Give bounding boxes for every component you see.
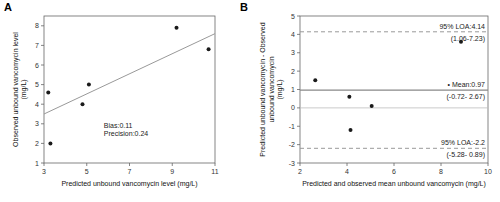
- scatter-point: [370, 104, 374, 108]
- reference-line: [300, 31, 488, 32]
- reference-label: • Mean:0.97: [448, 81, 486, 88]
- y-tick-label: 7: [35, 42, 39, 49]
- scatter-point: [48, 141, 52, 145]
- y-tick-label: -1: [289, 123, 295, 130]
- x-tick: [394, 163, 395, 166]
- x-tick-label: 7: [128, 168, 132, 175]
- panel: 2 4 6 8 10 -3 -2 -1 0 1 2 3 4 5 • Mean:0.97 (-0.72- 2.6…: [240, 1, 492, 188]
- reference-line: [300, 148, 488, 149]
- y-tick-label: 5: [291, 13, 295, 20]
- y-tick: [41, 25, 44, 26]
- x-tick: [347, 163, 348, 166]
- x-tick: [441, 163, 442, 166]
- reference-label: 95% LOA:-2.2: [441, 139, 485, 146]
- y-tick: [297, 163, 300, 164]
- x-tick-label: 4: [345, 168, 349, 175]
- x-tick-label: 3: [42, 168, 46, 175]
- plot-frame: [300, 16, 488, 163]
- x-tick-label: 2: [298, 168, 302, 175]
- x-tick: [300, 163, 301, 166]
- y-tick-label: 6: [35, 62, 39, 69]
- x-tick-label: 8: [439, 168, 443, 175]
- y-tick-label: 3: [291, 49, 295, 56]
- x-tick: [129, 163, 130, 166]
- x-tick-label: 9: [170, 168, 174, 175]
- scatter-point: [175, 26, 179, 30]
- y-tick: [297, 144, 300, 145]
- y-tick-label: -3: [289, 160, 295, 167]
- y-tick-label: 1: [291, 86, 295, 93]
- y-tick-label: 8: [35, 22, 39, 29]
- y-tick: [41, 163, 44, 164]
- y-tick-label: 3: [35, 120, 39, 127]
- scatter-point: [347, 95, 351, 99]
- y-tick: [297, 16, 300, 17]
- y-tick: [41, 123, 44, 124]
- scatter-point: [87, 83, 91, 87]
- x-tick-label: 6: [392, 168, 396, 175]
- scatter-point: [80, 102, 84, 106]
- y-tick: [41, 143, 44, 144]
- scatter-point: [46, 90, 50, 94]
- y-tick: [41, 65, 44, 66]
- x-tick-label: 11: [211, 168, 218, 175]
- panel: 35791112345678Bias:0.11Precision:0.24Pre…: [4, 1, 219, 188]
- y-tick-label: 5: [35, 81, 39, 88]
- panel-label: B: [240, 1, 248, 13]
- annotation: Bias:0.11Precision:0.24: [104, 122, 148, 138]
- panel-label: A: [4, 1, 12, 13]
- scatter-point: [207, 47, 211, 51]
- y-tick-label: 4: [35, 101, 39, 108]
- x-tick: [215, 163, 216, 166]
- y-tick-label: 0: [291, 104, 295, 111]
- reference-ci: (-5.28- 0.89): [446, 151, 485, 159]
- y-tick-label: 2: [291, 68, 295, 75]
- x-axis-label: Predicted and observed mean unbound vanc…: [302, 180, 486, 188]
- chart-root: 35791112345678Bias:0.11Precision:0.24Pre…: [0, 0, 500, 202]
- y-axis-label: Observed unbound vancomycin level(mg/L): [12, 32, 29, 147]
- y-tick: [297, 52, 300, 53]
- y-tick-label: 4: [291, 31, 295, 38]
- y-tick-label: -2: [289, 141, 295, 148]
- x-tick: [488, 163, 489, 166]
- x-tick: [172, 163, 173, 166]
- plot-frame: [44, 16, 215, 163]
- fit-line: [44, 34, 215, 114]
- reference-label: 95% LOA:4.14: [439, 23, 485, 30]
- plot-area: [44, 26, 215, 146]
- x-tick: [44, 163, 45, 166]
- reference-line: [300, 107, 488, 108]
- reference-line: [300, 89, 488, 90]
- y-tick: [297, 89, 300, 90]
- scatter-point: [313, 78, 317, 82]
- y-tick: [297, 34, 300, 35]
- scatter-point: [349, 128, 353, 132]
- y-tick-label: 2: [35, 140, 39, 147]
- y-tick: [297, 107, 300, 108]
- plot-area: [300, 32, 488, 148]
- y-tick: [41, 45, 44, 46]
- y-tick: [297, 126, 300, 127]
- y-tick: [41, 104, 44, 105]
- x-tick-label: 5: [85, 168, 89, 175]
- x-axis-label: Predicted unbound vancomycin level (mg/L…: [61, 180, 197, 188]
- y-axis-label: Predicted unbound vancomycin - Observedu…: [259, 22, 284, 156]
- y-tick-label: 1: [35, 160, 39, 167]
- x-tick: [86, 163, 87, 166]
- y-tick: [297, 71, 300, 72]
- reference-ci: (-0.72- 2.67): [446, 93, 485, 101]
- y-tick: [41, 84, 44, 85]
- reference-ci: (1.06-7.23): [451, 35, 485, 43]
- x-tick-label: 10: [484, 168, 492, 175]
